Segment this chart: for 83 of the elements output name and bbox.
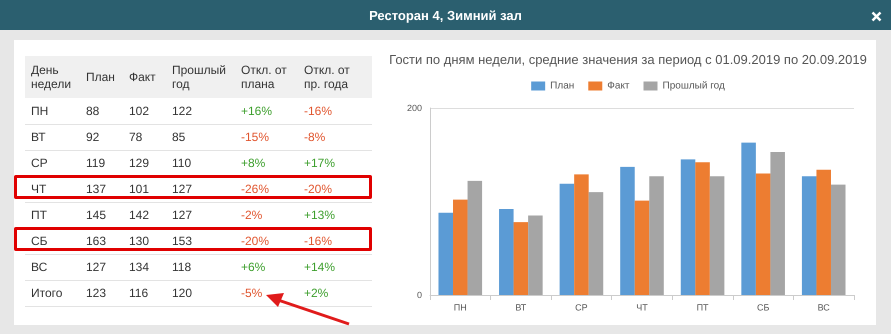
data-label: 118 <box>171 259 192 276</box>
y-tick-label: 200 <box>406 103 422 113</box>
data-label: -26% <box>240 181 270 198</box>
text: Ресторан 4, Зимний зал <box>0 0 891 30</box>
data-label: 153 <box>171 233 194 250</box>
legend-label: Прошлый год <box>662 80 725 92</box>
bar <box>770 152 785 295</box>
x-tick-label: ЧТ <box>636 302 648 312</box>
data-label: 110 <box>171 155 192 172</box>
data-label: 120 <box>171 285 194 302</box>
legend-label: План <box>550 80 574 92</box>
bar <box>649 176 664 295</box>
data-label: -16% <box>303 102 334 120</box>
data-label: 123 <box>85 285 108 302</box>
data-label: +16% <box>240 102 274 120</box>
x-tick-label: ВС <box>818 302 830 312</box>
data-label: +2% <box>303 285 330 302</box>
category-label: СР <box>30 155 49 172</box>
data-label: -16% <box>303 233 334 250</box>
data-label: 130 <box>128 233 150 250</box>
bar <box>438 212 454 295</box>
bar <box>468 180 482 295</box>
bar <box>528 216 543 295</box>
category-label: Итого <box>30 285 64 302</box>
data-label: -20% <box>240 233 270 250</box>
legend-label: Факт <box>607 80 630 92</box>
data-label: 88 <box>85 102 100 120</box>
data-label: 137 <box>85 181 108 198</box>
data-label: 116 <box>128 285 150 302</box>
x-tick-label: ПН <box>454 302 467 312</box>
data-label: -8% <box>303 129 326 146</box>
data-label: 101 <box>128 181 150 198</box>
data-label: +14% <box>303 259 336 276</box>
data-label: 145 <box>85 207 108 224</box>
data-label: 92 <box>85 129 100 146</box>
data-label: 127 <box>171 207 194 224</box>
data-label: -20% <box>303 181 334 198</box>
data-label: -2% <box>240 207 264 224</box>
data-label: 78 <box>128 129 144 146</box>
bar <box>830 184 846 295</box>
category-label: ПТ <box>30 207 48 224</box>
category-label: ВТ <box>30 129 47 146</box>
x-tick-label: СБ <box>756 302 770 312</box>
bar <box>574 174 589 295</box>
bar <box>680 159 696 295</box>
data-label: 134 <box>128 259 150 276</box>
data-label: 119 <box>85 155 106 172</box>
x-tick-label: ПТ <box>696 302 710 312</box>
category-label: ВС <box>30 259 48 276</box>
bar <box>588 192 604 295</box>
data-label: 127 <box>171 181 194 198</box>
bar <box>514 222 528 295</box>
y-tick-label: 0 <box>416 290 422 300</box>
category-label: ПН <box>30 102 50 120</box>
category-label: ЧТ <box>30 181 48 198</box>
x-tick-label: ВТ <box>515 302 527 312</box>
data-label: 102 <box>128 102 150 120</box>
data-label: -5% <box>240 285 264 302</box>
category-label: СБ <box>30 233 49 250</box>
bar <box>756 173 770 295</box>
data-label: 142 <box>128 207 150 224</box>
data-label: 129 <box>128 155 150 172</box>
data-label: +8% <box>240 155 266 172</box>
bar <box>816 170 831 295</box>
bar <box>802 176 816 295</box>
bar <box>741 142 756 295</box>
data-label: 163 <box>85 233 108 250</box>
data-label: +13% <box>303 207 336 224</box>
data-label: 127 <box>85 259 108 276</box>
bar <box>634 200 650 295</box>
data-label: +6% <box>240 259 266 276</box>
bar <box>453 200 468 295</box>
x-tick-label: СР <box>575 302 588 312</box>
bar <box>499 208 514 295</box>
bar <box>620 166 635 295</box>
data-label: 85 <box>171 129 186 146</box>
chart-title: Гости по дням недели, средние значения за период с 01.09.2019 по 20.09.2019 <box>389 52 867 67</box>
bar <box>560 184 574 295</box>
data-label: -15% <box>240 129 270 146</box>
bar <box>695 162 710 295</box>
data-label: 122 <box>171 102 194 120</box>
data-label: +17% <box>303 155 336 172</box>
bar <box>710 176 724 295</box>
